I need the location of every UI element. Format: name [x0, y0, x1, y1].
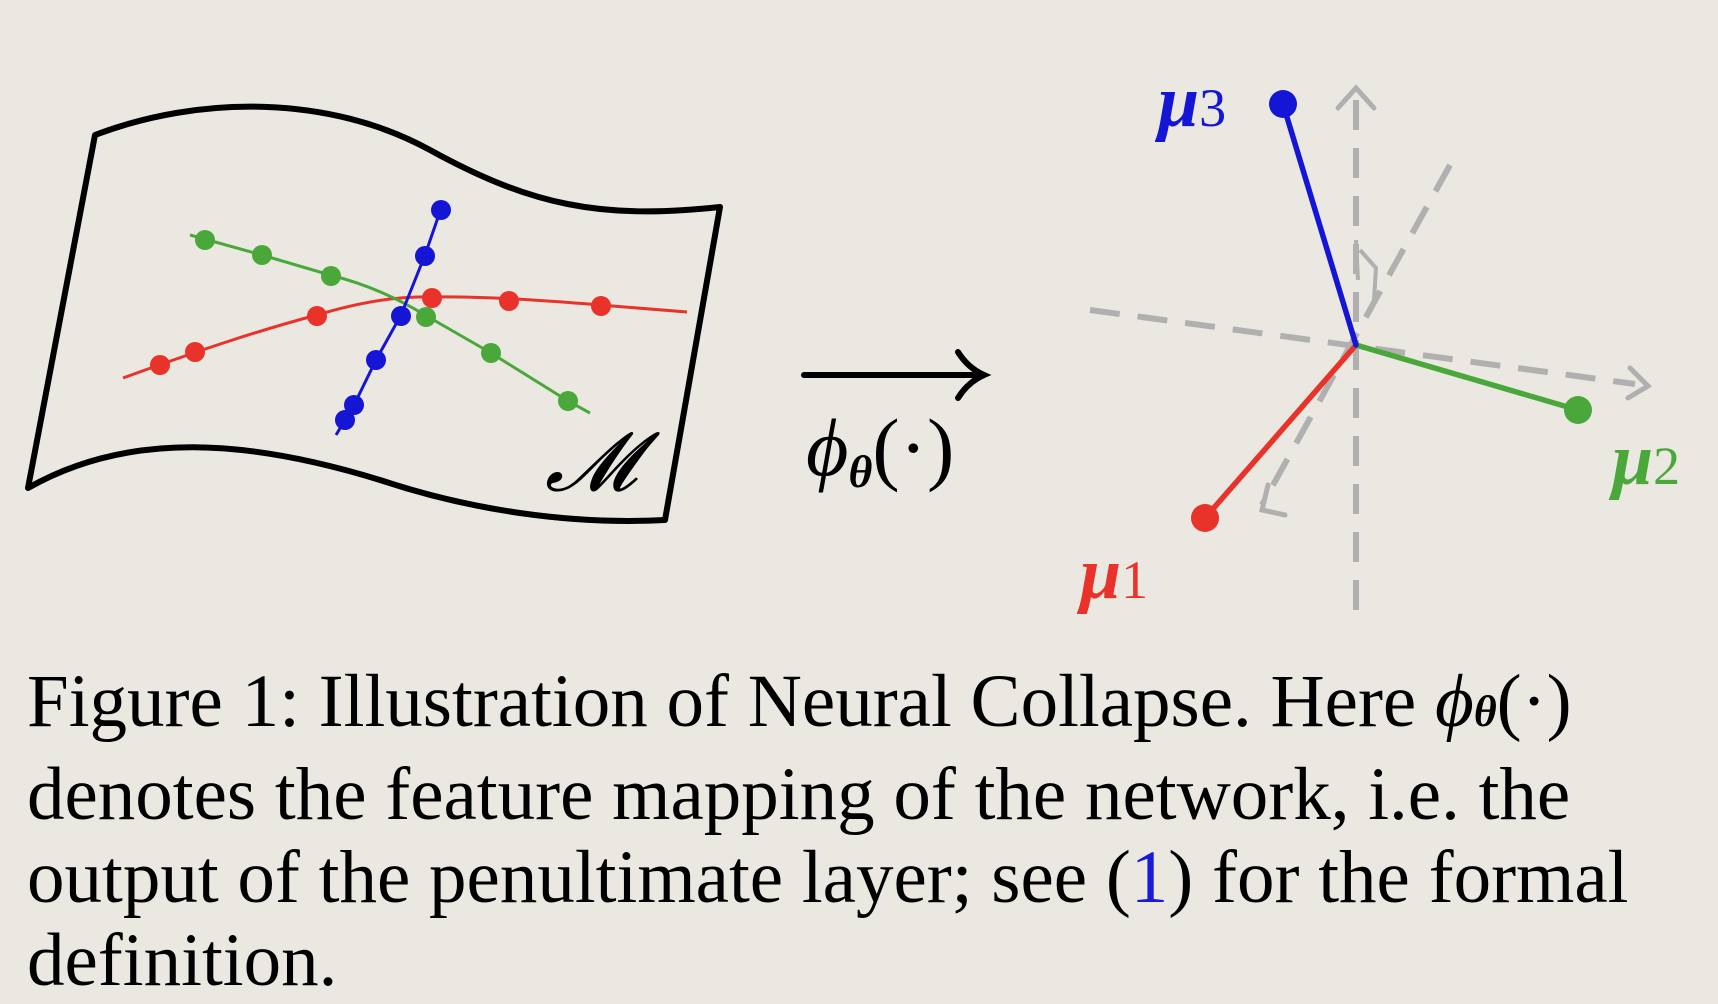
mapping-arrow	[801, 349, 992, 401]
green-class-curve	[189, 233, 591, 415]
figure-illustration: 𝓜 ϕθ(·) μ1 μ2 μ3	[25, 61, 1680, 615]
mu1-index: 1	[1121, 550, 1148, 610]
caption-phi-argument: (·)	[1496, 660, 1572, 743]
caption-line-3: output of the penultimate layer; see (1)…	[27, 836, 1674, 919]
green-point	[195, 230, 215, 250]
mu2-symbol: μ	[1608, 419, 1653, 501]
mu2-index: 2	[1653, 436, 1680, 496]
green-class-points	[195, 230, 578, 411]
manifold-sheet	[25, 103, 723, 524]
caption-line-2: denotes the feature mapping of the netwo…	[27, 753, 1571, 836]
caption-line-1: Figure 1: Illustration of Neural Collaps…	[27, 660, 1674, 753]
blue-point	[391, 306, 411, 326]
blue-point	[366, 350, 386, 370]
axis-arrowheads	[1258, 84, 1653, 518]
blue-point	[431, 200, 451, 220]
axis-horizontal	[1089, 307, 1636, 387]
mu1-symbol: μ	[1076, 533, 1121, 615]
class-mean-vectors	[1202, 101, 1581, 521]
red-point	[499, 291, 519, 311]
caption-line-4: definition.	[27, 919, 338, 1002]
caption-line-3-prefix: output of the penultimate layer; see (	[27, 836, 1131, 919]
mu3-symbol: μ	[1154, 61, 1199, 143]
phi-subscript: θ	[848, 446, 872, 497]
red-point	[422, 288, 442, 308]
blue-point	[415, 246, 435, 266]
green-point	[481, 343, 501, 363]
mu2-vector	[1353, 342, 1581, 413]
mu3-vector	[1280, 101, 1359, 348]
green-point	[321, 266, 341, 286]
red-point	[150, 355, 170, 375]
mapping-label: ϕθ(·)	[806, 402, 954, 497]
green-point	[558, 391, 578, 411]
angle-mark	[1354, 239, 1379, 301]
phi-symbol: ϕ	[806, 402, 848, 493]
mu3-point	[1269, 90, 1297, 118]
caption-phi-subscript: θ	[1473, 687, 1497, 736]
mu2-point	[1564, 396, 1592, 424]
equation-reference-link[interactable]: 1	[1130, 836, 1169, 919]
red-point	[307, 306, 327, 326]
caption-line-3-suffix: ) for the formal	[1168, 836, 1629, 919]
blue-point	[335, 410, 355, 430]
red-class-points	[150, 288, 611, 375]
phi-argument: (·)	[872, 402, 954, 493]
mu3-label: μ3	[1154, 61, 1226, 143]
red-class-curve	[122, 295, 688, 380]
mu3-index: 3	[1199, 78, 1226, 138]
red-point	[591, 296, 611, 316]
coordinate-axes	[1089, 95, 1636, 610]
caption-line-1-text: Figure 1: Illustration of Neural Collaps…	[27, 660, 1435, 743]
caption-phi: ϕ	[1434, 660, 1474, 743]
green-point	[416, 307, 436, 327]
green-point	[252, 245, 272, 265]
blue-class-points	[335, 200, 451, 430]
axis-diagonal	[1259, 163, 1453, 507]
mu2-label: μ2	[1608, 419, 1680, 501]
mu1-vector	[1202, 342, 1359, 521]
manifold-label: 𝓜	[545, 417, 660, 508]
mu1-label: μ1	[1076, 533, 1148, 615]
figure-caption: Figure 1: Illustration of Neural Collaps…	[27, 660, 1674, 1002]
mu1-point	[1191, 504, 1219, 532]
red-point	[185, 342, 205, 362]
blue-point	[344, 395, 364, 415]
